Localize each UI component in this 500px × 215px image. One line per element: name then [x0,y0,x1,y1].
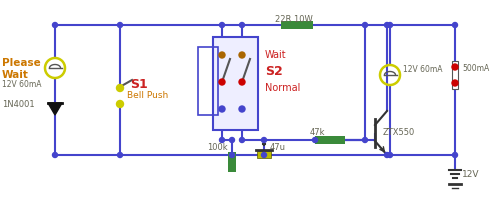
Text: Please
Wait: Please Wait [2,58,41,80]
Circle shape [240,138,244,143]
Text: 100k: 100k [207,143,228,152]
Circle shape [219,106,225,112]
Bar [452,61,458,89]
Text: 1N4001: 1N4001 [2,100,34,109]
Text: ZTX550: ZTX550 [383,128,415,137]
Circle shape [239,106,245,112]
Text: S1: S1 [130,78,148,91]
Circle shape [220,23,224,28]
Text: Wait: Wait [265,50,286,60]
Circle shape [230,152,234,158]
Polygon shape [48,103,62,115]
Circle shape [312,138,318,143]
Circle shape [452,80,458,86]
Circle shape [230,138,234,143]
Circle shape [452,23,458,28]
Circle shape [384,23,390,28]
Circle shape [452,64,458,70]
Circle shape [240,23,244,28]
Circle shape [52,152,58,158]
Circle shape [52,23,58,28]
Circle shape [116,84,123,92]
Text: Normal: Normal [265,83,300,93]
Text: S2: S2 [265,65,283,78]
Circle shape [116,100,123,108]
Bar [315,136,345,144]
Text: 12V: 12V [462,170,479,179]
Text: 500mA: 500mA [462,64,489,73]
Circle shape [362,23,368,28]
Circle shape [118,23,122,28]
Circle shape [220,138,224,143]
Text: Bell Push: Bell Push [127,91,168,100]
Circle shape [118,152,122,158]
Circle shape [219,79,225,85]
Circle shape [262,138,266,143]
Circle shape [262,152,266,158]
Circle shape [239,52,245,58]
Bar [198,47,218,115]
Text: 22R 10W: 22R 10W [275,15,313,24]
Bar [257,151,271,158]
Circle shape [219,52,225,58]
Text: 12V 60mA: 12V 60mA [2,80,42,89]
Text: 12V 60mA: 12V 60mA [403,65,442,74]
Bar [281,21,313,29]
Circle shape [362,138,368,143]
Bar [213,37,258,130]
Circle shape [384,152,390,158]
Circle shape [388,23,392,28]
Circle shape [388,152,392,158]
Text: 47u: 47u [270,143,286,152]
Circle shape [452,152,458,158]
Text: 47k: 47k [310,128,326,137]
Circle shape [239,79,245,85]
Bar [228,152,236,172]
